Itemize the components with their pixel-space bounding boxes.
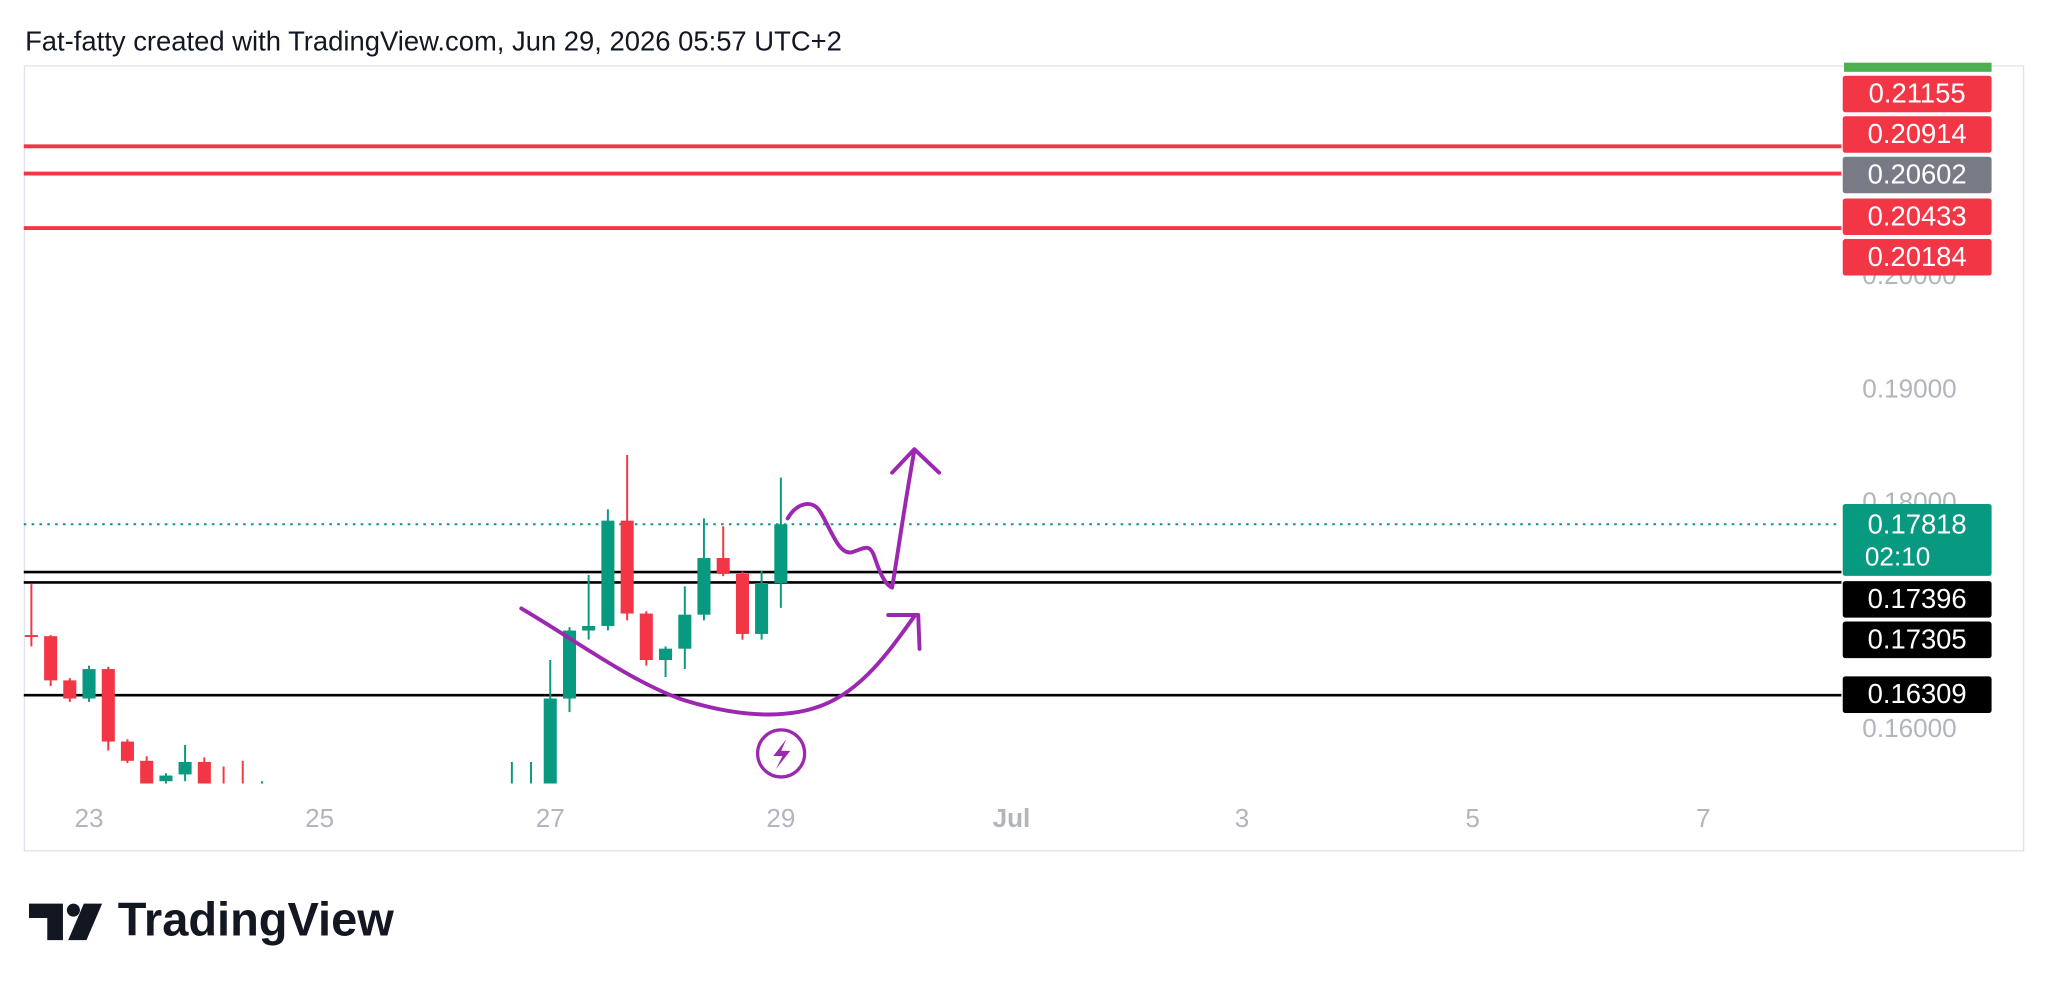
candle-body <box>505 810 518 821</box>
x-tick-label: 7 <box>1696 803 1711 833</box>
countdown-text: 02:10 <box>1865 542 1930 572</box>
candle-body <box>562 630 577 699</box>
x-tick-label: 29 <box>766 803 795 833</box>
candle-body <box>678 614 692 649</box>
drawings <box>519 447 942 717</box>
candle-body <box>639 613 653 660</box>
candle-body <box>543 698 557 784</box>
candle-body <box>236 800 249 803</box>
level-label-text: 0.20184 <box>1868 241 1967 272</box>
logo: TradingView <box>29 893 394 946</box>
plot-frame <box>23 65 2025 852</box>
candle-body <box>659 648 673 660</box>
x-tick-label: 23 <box>75 803 104 833</box>
candle-body <box>140 760 154 784</box>
candle-body <box>159 775 173 782</box>
axis-layer: 0.160000.180000.190000.2000023252729Jul3… <box>75 260 1957 833</box>
drawing-arrowhead <box>890 447 942 475</box>
candle-body <box>120 741 134 761</box>
candle-body <box>63 680 77 699</box>
candle-body <box>178 761 192 775</box>
drawing-path <box>785 448 917 590</box>
current-price-box <box>1842 504 1992 576</box>
candle-body <box>255 793 268 799</box>
candle-body <box>716 558 730 574</box>
level-label-text: 0.20433 <box>1868 200 1967 231</box>
x-tick-label: 5 <box>1465 803 1480 833</box>
level-label-box <box>1842 116 1992 153</box>
level-label-box <box>1842 198 1992 236</box>
drawing-arrowhead <box>886 613 922 651</box>
x-tick-label: 3 <box>1235 803 1250 833</box>
current-price-text: 0.17818 <box>1868 508 1967 539</box>
y-tick-label: 0.16000 <box>1862 713 1956 743</box>
level-label-text: 0.20602 <box>1868 159 1967 190</box>
level-label-box <box>1842 676 1992 713</box>
level-label-text: 0.17305 <box>1868 623 1967 654</box>
candle-body <box>24 635 38 638</box>
x-tick-label: 25 <box>305 803 334 833</box>
candle-body <box>620 520 634 614</box>
candle-body <box>217 791 230 798</box>
candle-body <box>582 626 596 631</box>
candle-body <box>44 636 58 681</box>
level-label-box <box>1842 621 1992 659</box>
level-label-box <box>1842 581 1992 618</box>
level-label-text: 0.17396 <box>1868 583 1967 614</box>
chart-title: Fat-fatty created with TradingView.com, … <box>25 25 842 56</box>
candle-body <box>774 524 788 583</box>
candle-body <box>82 669 96 699</box>
brand: TradingView <box>118 893 394 946</box>
level-label-text: 0.16309 <box>1868 678 1967 709</box>
candle-body <box>101 669 115 742</box>
y-tick-label: 0.19000 <box>1862 373 1956 403</box>
candle-body <box>197 761 211 784</box>
event-icon <box>755 728 807 779</box>
level-label-box <box>1842 238 1992 276</box>
candles <box>24 454 788 821</box>
candle-body <box>735 573 749 634</box>
price-labels: 0.21155 0.20914 0.20602 0.20433 0.20184 0.173… <box>1842 75 1992 713</box>
x-tick-label: Jul <box>993 803 1031 833</box>
level-lines <box>23 144 1842 697</box>
level-label-box <box>1842 156 1992 194</box>
level-label-box <box>1842 75 1992 113</box>
drawing-path <box>519 606 917 717</box>
label-edge <box>1844 62 1992 72</box>
candle-body <box>755 582 769 634</box>
candle-body <box>697 558 711 615</box>
level-label-text: 0.21155 <box>1869 78 1966 109</box>
candle-body <box>601 520 615 627</box>
x-tick-label: 27 <box>536 803 565 833</box>
level-label-text: 0.20914 <box>1868 118 1967 149</box>
